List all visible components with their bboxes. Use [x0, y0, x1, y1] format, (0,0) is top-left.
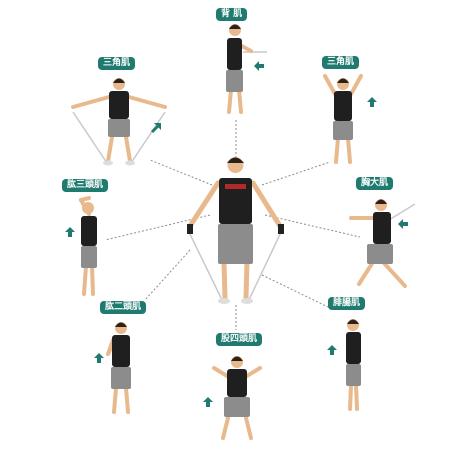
figure-quadriceps [208, 352, 266, 444]
figure-chest [345, 196, 417, 294]
up-arrow-icon [366, 96, 378, 108]
label-biceps: 肱二頭肌 [100, 301, 147, 314]
label-quadriceps: 股四頭肌 [216, 333, 263, 346]
figure-triceps [73, 196, 103, 300]
left-arrow-icon [397, 218, 409, 230]
left-arrow-icon [253, 60, 265, 72]
label-deltoid-right: 三角肌 [322, 56, 360, 69]
figure-deltoid-right [318, 70, 368, 168]
figure-calf [338, 315, 368, 415]
up-arrow-icon [64, 226, 76, 238]
label-triceps: 肱三頭肌 [62, 179, 109, 192]
label-chest: 胸大肌 [356, 177, 394, 190]
figure-back [215, 20, 270, 118]
up-arrow-icon [93, 352, 105, 364]
up-arrow-icon [202, 396, 214, 408]
figure-biceps [102, 318, 140, 418]
up-arrow-icon [326, 344, 338, 356]
up-right-arrow-icon [150, 122, 162, 134]
label-back: 背 肌 [216, 8, 248, 21]
figure-deltoid-left [65, 75, 173, 170]
label-deltoid-left: 三角肌 [98, 57, 136, 70]
center-figure-band-stretch [178, 150, 293, 310]
label-calf: 腓腸肌 [328, 297, 366, 310]
